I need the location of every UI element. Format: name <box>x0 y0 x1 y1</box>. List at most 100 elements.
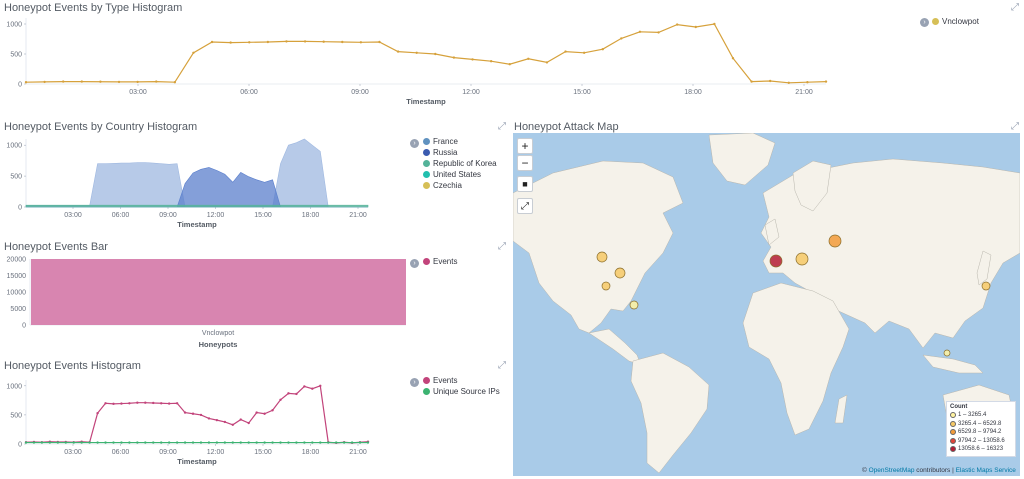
legend-item[interactable]: Czechia <box>423 180 497 191</box>
data-point[interactable] <box>396 50 400 53</box>
data-point[interactable] <box>327 441 330 444</box>
data-point[interactable] <box>285 40 288 43</box>
data-point[interactable] <box>155 80 158 83</box>
data-point[interactable] <box>824 80 828 83</box>
data-point[interactable] <box>128 441 131 444</box>
data-point[interactable] <box>167 402 171 405</box>
data-point[interactable] <box>215 441 219 444</box>
data-point[interactable] <box>303 385 306 388</box>
world-map[interactable] <box>513 133 1020 476</box>
data-point[interactable] <box>271 409 274 412</box>
data-point[interactable] <box>144 401 147 404</box>
bar-vnclowpot[interactable] <box>31 259 406 325</box>
data-point[interactable] <box>210 40 214 44</box>
data-point[interactable] <box>527 57 530 60</box>
legend-item[interactable]: Unique Source IPs <box>423 386 500 397</box>
data-point[interactable] <box>303 40 307 43</box>
data-point[interactable] <box>341 40 344 44</box>
data-point[interactable] <box>231 441 234 444</box>
data-point[interactable] <box>319 384 322 388</box>
legend-toggle-icon[interactable]: › <box>920 18 929 27</box>
data-point[interactable] <box>319 441 322 444</box>
data-point[interactable] <box>694 25 697 29</box>
data-point[interactable] <box>750 80 753 83</box>
data-point[interactable] <box>768 79 772 83</box>
data-point[interactable] <box>263 412 266 415</box>
data-point[interactable] <box>350 441 354 444</box>
data-point[interactable] <box>191 412 195 415</box>
data-point[interactable] <box>601 48 604 51</box>
data-point[interactable] <box>255 411 258 414</box>
data-point[interactable] <box>62 80 65 83</box>
data-point[interactable] <box>247 441 250 444</box>
data-point[interactable] <box>675 23 679 26</box>
expand-icon[interactable]: ⤢ <box>1011 121 1019 132</box>
data-point[interactable] <box>271 441 274 444</box>
data-point[interactable] <box>183 411 187 414</box>
map-marker[interactable] <box>943 349 951 357</box>
fit-data-bounds-button[interactable]: ⤢ <box>517 198 533 214</box>
data-point[interactable] <box>366 441 370 444</box>
data-point[interactable] <box>358 441 362 444</box>
data-point[interactable] <box>80 441 83 444</box>
map-marker[interactable] <box>828 234 842 248</box>
data-point[interactable] <box>287 441 290 444</box>
map-marker[interactable] <box>596 251 608 263</box>
data-point[interactable] <box>48 441 52 444</box>
data-point[interactable] <box>175 402 179 405</box>
legend-item[interactable]: Russia <box>423 147 497 158</box>
data-point[interactable] <box>173 81 177 84</box>
data-point[interactable] <box>229 41 232 44</box>
data-point[interactable] <box>295 392 298 396</box>
data-point[interactable] <box>303 441 306 444</box>
data-point[interactable] <box>136 401 139 404</box>
data-point[interactable] <box>40 441 44 444</box>
data-point[interactable] <box>104 402 107 405</box>
data-point[interactable] <box>152 401 155 405</box>
data-point[interactable] <box>223 441 227 444</box>
data-point[interactable] <box>160 441 163 444</box>
data-point[interactable] <box>806 81 809 84</box>
data-point[interactable] <box>620 37 623 40</box>
data-point[interactable] <box>128 402 131 405</box>
data-point[interactable] <box>434 52 437 56</box>
data-point[interactable] <box>112 402 115 406</box>
data-point[interactable] <box>415 51 418 54</box>
map-marker[interactable] <box>981 281 991 291</box>
expand-icon[interactable]: ⤢ <box>1011 2 1019 13</box>
data-point[interactable] <box>248 41 251 44</box>
data-point[interactable] <box>167 441 171 444</box>
data-point[interactable] <box>311 441 314 444</box>
legend-toggle-icon[interactable]: › <box>410 259 419 268</box>
data-point[interactable] <box>731 57 735 60</box>
data-point[interactable] <box>231 423 234 426</box>
data-point[interactable] <box>24 81 28 84</box>
map-marker[interactable] <box>601 281 611 291</box>
data-point[interactable] <box>136 80 139 84</box>
legend-item[interactable]: France <box>423 136 497 147</box>
legend-item[interactable]: United States <box>423 169 497 180</box>
data-point[interactable] <box>80 80 84 83</box>
data-point[interactable] <box>582 51 586 54</box>
zoom-in-button[interactable]: + <box>517 138 533 154</box>
data-point[interactable] <box>183 441 187 444</box>
expand-icon[interactable]: ⤢ <box>498 241 506 252</box>
draw-box-button[interactable]: ■ <box>517 176 533 192</box>
legend-item[interactable]: Vnclowpot <box>932 16 979 27</box>
data-point[interactable] <box>160 402 163 405</box>
data-point[interactable] <box>263 441 266 444</box>
data-point[interactable] <box>334 441 338 444</box>
data-point[interactable] <box>239 441 242 444</box>
data-point[interactable] <box>88 441 91 444</box>
data-point[interactable] <box>452 56 456 59</box>
data-point[interactable] <box>279 441 282 444</box>
data-point[interactable] <box>32 441 36 444</box>
series-area-republic-of-korea[interactable] <box>25 204 369 208</box>
data-point[interactable] <box>112 441 115 444</box>
data-point[interactable] <box>287 392 290 395</box>
data-point[interactable] <box>471 58 474 61</box>
map-marker[interactable] <box>629 300 639 310</box>
expand-icon[interactable]: ⤢ <box>498 360 506 371</box>
data-point[interactable] <box>56 441 60 444</box>
map-marker[interactable] <box>769 254 783 268</box>
